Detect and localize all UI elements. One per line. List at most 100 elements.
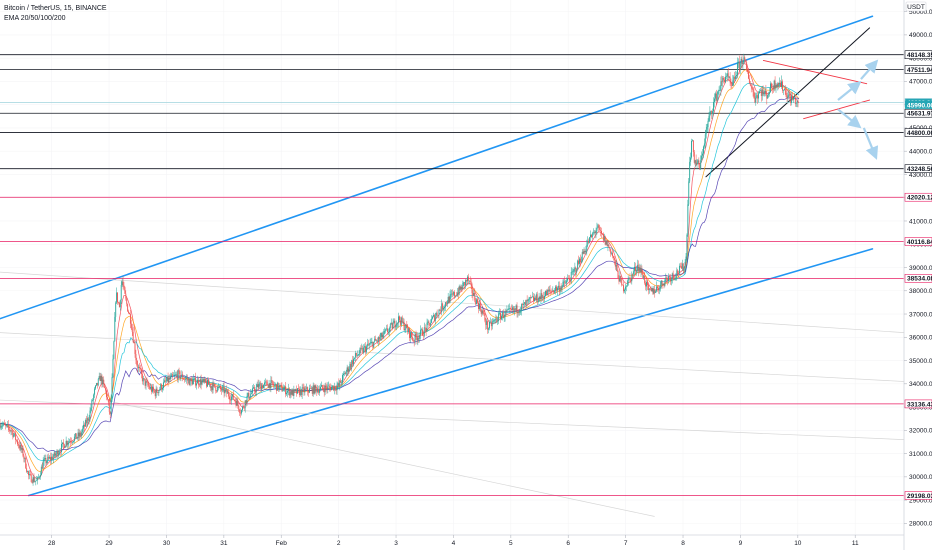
trendline-channel-lower[interactable] <box>27 248 874 497</box>
candle-body <box>126 298 128 304</box>
candle-body <box>583 251 585 254</box>
candle-body <box>108 402 110 412</box>
trendline-declining-2[interactable] <box>0 332 905 382</box>
arrow-up-1[interactable] <box>837 80 862 101</box>
candle-body <box>786 96 788 99</box>
candle-body <box>133 342 135 344</box>
candle-body <box>496 318 498 322</box>
currency-badge[interactable]: USDT <box>905 1 927 12</box>
trendline-declining-3[interactable] <box>0 399 905 440</box>
candle-body <box>320 385 322 387</box>
candle-body <box>717 90 719 95</box>
candle-body <box>139 366 141 369</box>
candle-body <box>787 95 789 99</box>
candle-body <box>411 337 413 340</box>
candle-body <box>772 88 774 90</box>
candle-body <box>289 391 291 396</box>
candle-body <box>535 294 537 300</box>
candle-body <box>770 83 771 93</box>
trendline-wedge-lower[interactable] <box>803 99 871 120</box>
candle-body <box>602 233 604 241</box>
candle-body <box>527 299 529 302</box>
candle-body <box>512 307 514 311</box>
candle-body <box>478 302 479 309</box>
trendline-channel-upper[interactable] <box>0 15 874 320</box>
candle-body <box>358 353 360 356</box>
candle-body <box>493 320 495 322</box>
arrow-down-2[interactable] <box>862 127 879 160</box>
candle-body <box>164 380 166 382</box>
arrow-down-1[interactable] <box>837 108 862 129</box>
candle-body <box>360 348 362 349</box>
arrow-up-2[interactable] <box>860 59 879 80</box>
projection-arrows[interactable] <box>837 59 879 160</box>
candle-body <box>465 280 467 286</box>
candle-body <box>479 303 481 310</box>
candle-body <box>477 299 478 303</box>
candle-body <box>607 244 609 246</box>
candle-body <box>403 321 405 330</box>
candle-body <box>161 384 163 390</box>
candle-body <box>780 82 782 87</box>
candle-body <box>795 102 797 104</box>
level-badge-label: 38534.08 <box>907 276 932 283</box>
price-tick-label: 31000.00 <box>909 451 932 458</box>
candle-body <box>549 289 551 291</box>
candle-body <box>704 134 706 144</box>
candle-body <box>258 383 260 388</box>
candle-body <box>487 321 489 330</box>
candle-body <box>577 260 579 270</box>
candle-body <box>5 424 6 426</box>
candle-body <box>58 453 60 456</box>
candle-body <box>372 342 374 348</box>
candle-body <box>655 291 657 293</box>
candle-body <box>499 313 501 314</box>
candle-body <box>647 284 649 291</box>
candle-body <box>514 308 516 310</box>
candle-body <box>660 280 662 285</box>
candle-body <box>388 328 390 332</box>
horizontal-levels[interactable] <box>0 54 904 496</box>
candle-body <box>298 388 299 389</box>
indicator-title[interactable]: EMA 20/50/100/200 <box>4 15 66 22</box>
candle-body <box>578 260 580 264</box>
candle-body <box>356 355 358 356</box>
candle-body <box>196 379 198 384</box>
ema-line <box>0 69 800 472</box>
time-tick-label: 31 <box>220 540 228 547</box>
trendline-declining-1[interactable] <box>0 271 905 333</box>
level-badge <box>904 399 932 409</box>
candle-body <box>351 360 353 368</box>
candle-body <box>551 290 553 292</box>
symbol-title[interactable]: Bitcoin / TetherUS, 15, BINANCE <box>4 5 107 12</box>
trendline-wedge-upper[interactable] <box>762 60 868 85</box>
candle-body <box>344 373 346 375</box>
candle-body <box>259 383 261 385</box>
candle-body <box>339 380 341 386</box>
candle-body <box>316 387 318 393</box>
trendlines[interactable] <box>0 15 905 517</box>
candle-body <box>412 339 414 341</box>
candle-body <box>238 405 240 411</box>
candle-body <box>455 295 457 297</box>
candle-body <box>172 374 174 376</box>
candle-body <box>41 466 43 469</box>
candle-body <box>567 278 568 281</box>
level-badge <box>904 164 932 173</box>
candle-body <box>526 300 528 302</box>
candle-body <box>684 261 686 268</box>
chart-legend[interactable]: Bitcoin / TetherUS, 15, BINANCE EMA 20/5… <box>4 4 107 24</box>
candle-body <box>437 315 439 316</box>
candle-body <box>255 386 257 393</box>
candle-body <box>545 290 546 297</box>
candle-body <box>629 277 631 279</box>
candle-body <box>384 330 386 332</box>
candle-body <box>39 476 40 478</box>
trendline-declining-4[interactable] <box>114 402 655 517</box>
candle-body <box>511 307 513 310</box>
candle-body <box>328 385 330 387</box>
candle-body <box>585 250 587 253</box>
candle-body <box>474 293 476 301</box>
time-axis[interactable]: 28 29 30 31 Feb 2 3 4 5 6 7 8 9 10 11 <box>48 535 859 547</box>
